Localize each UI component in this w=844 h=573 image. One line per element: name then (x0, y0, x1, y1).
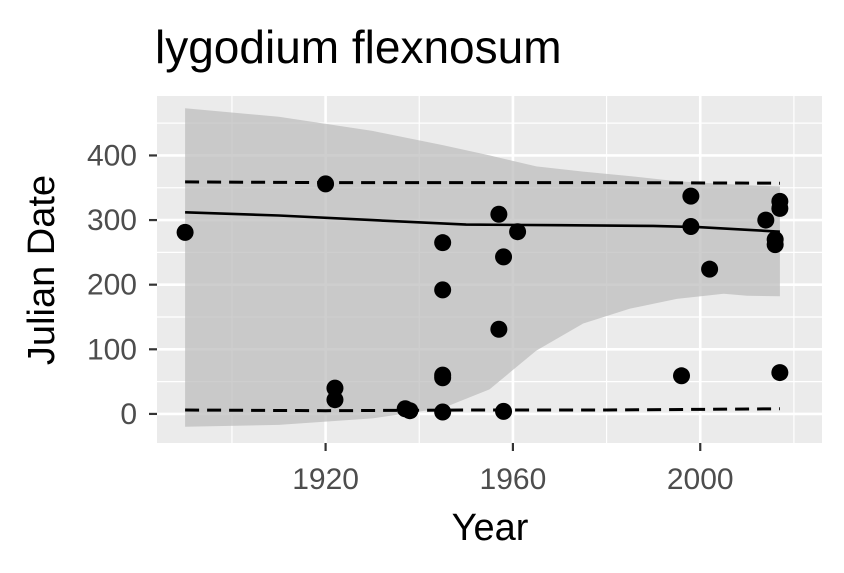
data-point (766, 236, 784, 254)
data-point (317, 175, 335, 193)
data-point (757, 211, 775, 229)
y-tick-label: 100 (87, 333, 137, 366)
data-point (434, 403, 452, 421)
fit-line (185, 211, 780, 233)
x-axis-title: Year (452, 507, 529, 549)
data-point (701, 260, 719, 278)
data-points (176, 175, 789, 421)
data-point (326, 391, 344, 409)
y-tick-label: 300 (87, 204, 137, 237)
x-axis: 1920 1960 2000 (292, 443, 734, 496)
data-point (434, 281, 452, 299)
x-tick-label: 1920 (292, 463, 359, 496)
data-point (176, 223, 194, 241)
x-tick-label: 2000 (667, 463, 734, 496)
y-tick-label: 0 (120, 398, 137, 431)
data-point (490, 205, 508, 223)
data-point (495, 248, 513, 266)
chart-title: lygodium flexnosum (155, 21, 562, 73)
data-point (771, 364, 789, 382)
data-point (434, 369, 452, 387)
lower-dashed-line (185, 407, 780, 413)
data-point (673, 367, 691, 385)
x-tick-label: 1960 (480, 463, 547, 496)
upper-dashed-line (185, 180, 780, 185)
data-point (434, 234, 452, 252)
data-point (509, 223, 527, 241)
y-tick-label: 200 (87, 269, 137, 302)
y-tick-label: 400 (87, 139, 137, 172)
data-point (495, 402, 513, 420)
data-point (326, 379, 344, 397)
y-axis-title: Julian Date (21, 175, 63, 365)
data-point (682, 218, 700, 236)
y-axis: 0 100 200 300 400 (87, 139, 157, 431)
data-point (771, 199, 789, 217)
data-point (490, 320, 508, 338)
data-point (682, 187, 700, 205)
data-point (401, 402, 419, 420)
confidence-ribbon (185, 108, 780, 427)
